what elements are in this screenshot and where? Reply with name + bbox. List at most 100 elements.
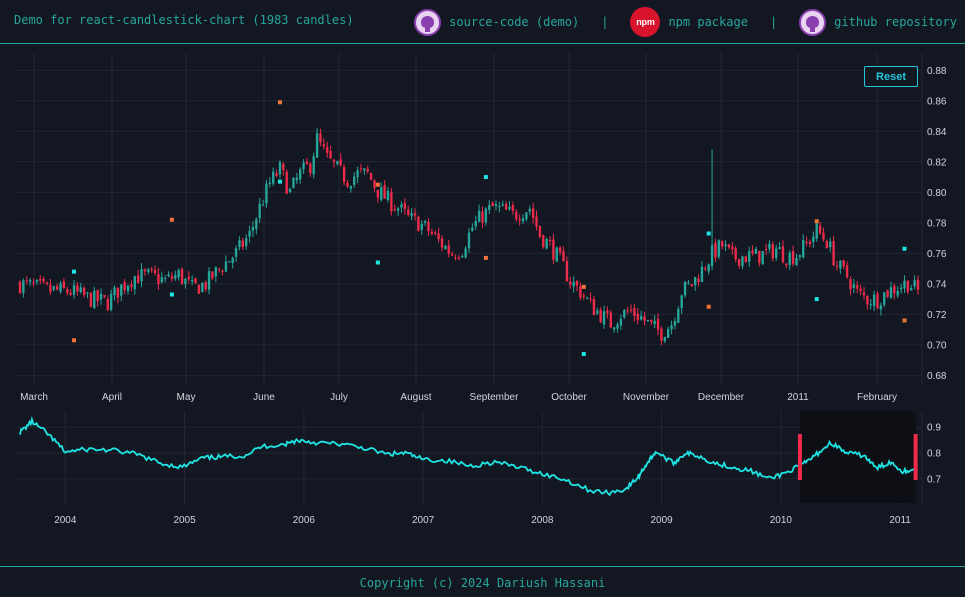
candlestick-chart[interactable]: 0.880.860.840.820.800.780.760.740.720.70… bbox=[0, 45, 965, 566]
candle-body bbox=[474, 221, 477, 227]
candle-body bbox=[623, 310, 626, 318]
candle-body bbox=[420, 223, 423, 230]
candle-body bbox=[602, 311, 606, 325]
reset-button[interactable]: Reset bbox=[864, 66, 918, 87]
source-code-link[interactable]: source-code (demo) bbox=[414, 8, 580, 36]
candle-body bbox=[437, 233, 440, 240]
candle-body bbox=[123, 282, 126, 290]
candle-body bbox=[295, 177, 299, 181]
month-tick-label: November bbox=[623, 392, 670, 403]
candle-body bbox=[616, 324, 619, 329]
candle-body bbox=[157, 273, 160, 285]
candle-body bbox=[390, 192, 393, 212]
candle-body bbox=[292, 178, 295, 188]
candle-body bbox=[66, 289, 69, 293]
candle-body bbox=[889, 287, 893, 298]
candle-body bbox=[886, 290, 889, 297]
candle-body bbox=[396, 208, 400, 211]
navigator-handle-left[interactable] bbox=[797, 434, 802, 480]
candle-body bbox=[575, 280, 579, 286]
candle-body bbox=[241, 240, 244, 247]
npm-package-link[interactable]: npm npm package bbox=[630, 7, 748, 37]
main-grid bbox=[15, 53, 923, 385]
github-octocat-icon bbox=[799, 8, 827, 36]
candle-body bbox=[197, 284, 201, 294]
candle-body bbox=[656, 319, 660, 330]
candle-body bbox=[569, 281, 572, 285]
candle-body bbox=[120, 284, 123, 296]
npm-logo-icon: npm bbox=[630, 7, 661, 37]
year-axis: 2004 2005 2006 2007 2008 2009 2010 2011 bbox=[54, 515, 911, 526]
candle-body bbox=[99, 293, 103, 300]
navigator-selection[interactable] bbox=[799, 411, 916, 503]
candle-body bbox=[802, 239, 805, 258]
candle-body bbox=[501, 204, 504, 206]
candle-body bbox=[218, 268, 221, 270]
candle-body bbox=[427, 221, 430, 232]
candle-body bbox=[261, 204, 265, 206]
candle-body bbox=[116, 287, 120, 298]
candle-body bbox=[444, 245, 447, 250]
candle-body bbox=[322, 143, 326, 147]
candle-body bbox=[758, 250, 761, 264]
candle-body bbox=[363, 168, 366, 171]
candle-body bbox=[302, 162, 305, 170]
candle-body bbox=[710, 244, 714, 266]
marker-down bbox=[72, 338, 77, 343]
candle-body bbox=[832, 241, 835, 266]
marker-up bbox=[902, 246, 907, 251]
marker-up bbox=[277, 179, 282, 184]
candle-body bbox=[481, 211, 484, 223]
candle-body bbox=[272, 171, 275, 184]
candle-body bbox=[731, 246, 734, 250]
candle-body bbox=[879, 305, 883, 310]
candle-body bbox=[488, 205, 491, 210]
candle-body bbox=[140, 269, 143, 282]
candle-body bbox=[434, 232, 437, 234]
candle-body bbox=[288, 188, 292, 192]
candle-body bbox=[163, 278, 167, 280]
navigator-handle-right[interactable] bbox=[913, 434, 918, 480]
markers-layer bbox=[72, 100, 907, 357]
candle-body bbox=[329, 150, 332, 159]
candle-body bbox=[538, 225, 542, 237]
candle-body bbox=[251, 226, 255, 231]
github-octocat-icon bbox=[414, 8, 442, 36]
candle-body bbox=[724, 244, 727, 247]
candle-body bbox=[697, 278, 700, 283]
candle-body bbox=[214, 267, 217, 277]
candle-body bbox=[326, 146, 329, 153]
price-tick-label: 0.84 bbox=[927, 127, 947, 138]
month-tick-label: March bbox=[20, 392, 48, 403]
candle-body bbox=[353, 176, 356, 185]
candle-body bbox=[663, 337, 666, 342]
candle-body bbox=[464, 248, 467, 258]
candle-body bbox=[690, 284, 693, 286]
candle-body bbox=[788, 252, 791, 265]
candle-body bbox=[707, 264, 710, 272]
source-code-label: source-code (demo) bbox=[449, 15, 580, 29]
candle-body bbox=[278, 162, 282, 175]
candle-body bbox=[319, 133, 322, 143]
candle-body bbox=[741, 256, 744, 267]
candle-body bbox=[440, 238, 444, 248]
candle-body bbox=[528, 208, 531, 212]
candle-body bbox=[89, 292, 93, 307]
candle-body bbox=[842, 260, 845, 267]
candle-body bbox=[177, 270, 180, 278]
candle-body bbox=[859, 288, 862, 291]
candle-body bbox=[612, 327, 616, 330]
candle-body bbox=[555, 247, 558, 262]
candle-body bbox=[683, 281, 687, 296]
candle-body bbox=[82, 287, 86, 295]
candle-body bbox=[771, 244, 775, 259]
candle-body bbox=[126, 285, 130, 292]
candle-body bbox=[579, 286, 582, 298]
candle-body bbox=[822, 232, 825, 240]
candle-body bbox=[359, 168, 363, 170]
github-repository-link[interactable]: github repository bbox=[799, 8, 957, 36]
candle-body bbox=[130, 284, 133, 288]
candle-body bbox=[717, 240, 720, 257]
candle-body bbox=[906, 280, 910, 292]
candle-body bbox=[910, 288, 913, 291]
